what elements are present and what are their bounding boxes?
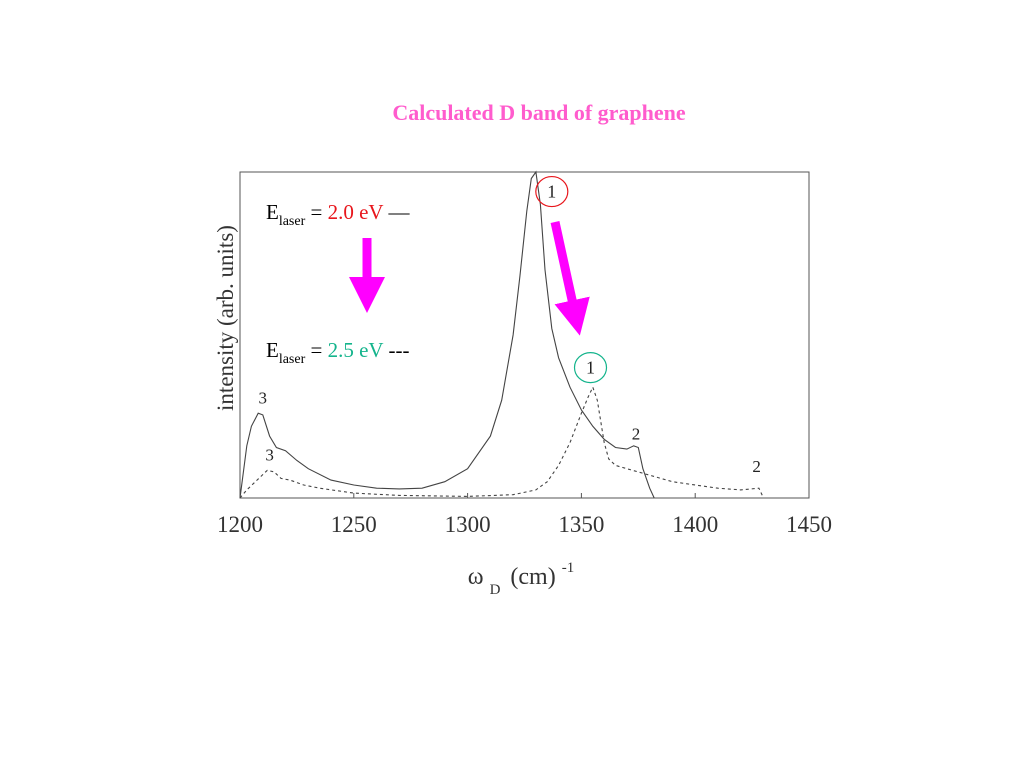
- peak-circle-green: [573, 352, 608, 384]
- peak-circle-red: [535, 175, 569, 208]
- legend-entry-red: Elaser = 2.0 eV —: [266, 200, 410, 229]
- y-axis-label: intensity (arb. units): [213, 225, 238, 411]
- peak-label: 3: [259, 388, 268, 407]
- annotation-group: 3 3 2 2 1 1: [259, 175, 761, 476]
- x-tick-label: 1200: [217, 512, 263, 537]
- series-line-2-0ev: [239, 170, 655, 499]
- x-axis-label-subscript: D: [490, 582, 501, 598]
- x-tick-label: 1300: [445, 512, 491, 537]
- peak-label: 2: [752, 457, 761, 476]
- x-axis-label-symbol: ω: [468, 564, 484, 590]
- peak-label: 2: [632, 424, 641, 443]
- x-axis-label-superscript: -1: [562, 560, 575, 576]
- peak-label: 3: [265, 446, 274, 465]
- legend: Elaser = 2.0 eV — Elaser = 2.5 eV ---: [266, 200, 410, 367]
- x-axis-ticks: 1200 1250 1300 1350 1400 1450: [217, 493, 832, 537]
- x-tick-label: 1350: [558, 512, 604, 537]
- x-axis-label: ω D (cm) -1: [468, 560, 574, 600]
- peak-shift-arrow-icon: [550, 221, 590, 336]
- chart-title: Calculated D band of graphene: [392, 100, 686, 125]
- x-tick-label: 1450: [786, 512, 832, 537]
- peak-circle-label: 1: [586, 358, 595, 378]
- legend-entry-green: Elaser = 2.5 eV ---: [266, 338, 409, 367]
- series-group: [239, 170, 764, 499]
- x-tick-label: 1250: [331, 512, 377, 537]
- x-axis-label-unit: (cm): [510, 564, 555, 590]
- plot-frame: [239, 171, 810, 499]
- series-line-2-5ev: [239, 385, 764, 499]
- x-tick-label: 1400: [672, 512, 718, 537]
- peak-circle-label: 1: [547, 182, 556, 202]
